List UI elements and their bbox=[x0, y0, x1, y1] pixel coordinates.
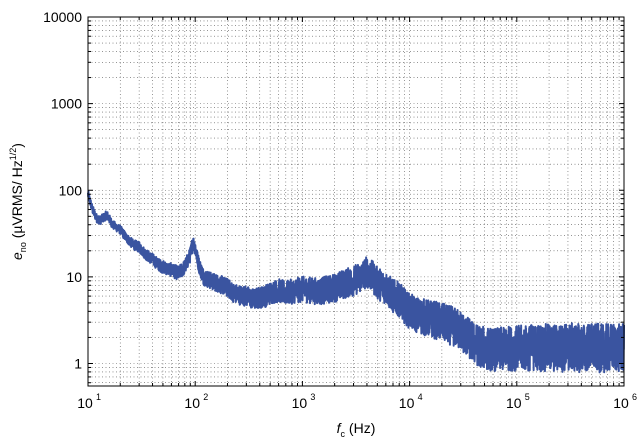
plot-area bbox=[88, 17, 624, 386]
y-axis-title: eno (µVRMS/ Hz1/2) bbox=[8, 143, 28, 260]
x-tick-exponent: 4 bbox=[418, 392, 423, 402]
x-axis-subscript: c bbox=[341, 429, 346, 439]
tick-marks bbox=[87, 17, 624, 386]
x-tick-exponent: 5 bbox=[525, 392, 530, 402]
x-tick-label: 10 bbox=[184, 395, 200, 411]
x-tick-exponent: 1 bbox=[96, 392, 101, 402]
x-tick-label: 10 bbox=[613, 395, 629, 411]
y-tick-label: 1 bbox=[74, 356, 82, 372]
plot-frame bbox=[87, 16, 625, 387]
x-tick-exponent: 3 bbox=[310, 392, 315, 402]
x-tick-exponent: 2 bbox=[203, 392, 208, 402]
y-axis-unit-suffix: ) bbox=[9, 143, 25, 148]
y-tick-label: 10000 bbox=[43, 9, 82, 25]
x-tick-label: 10 bbox=[292, 395, 308, 411]
y-axis-symbol: e bbox=[9, 252, 25, 260]
y-tick-label: 100 bbox=[59, 182, 83, 198]
data-layer bbox=[87, 190, 625, 374]
x-axis-symbol: f bbox=[337, 420, 343, 436]
x-axis-unit: (Hz) bbox=[345, 420, 375, 436]
x-tick-label: 10 bbox=[506, 395, 522, 411]
x-tick-exponent: 6 bbox=[632, 392, 637, 402]
x-tick-label: 10 bbox=[399, 395, 415, 411]
y-axis-subscript: no bbox=[18, 242, 28, 252]
x-axis-title: fc (Hz) bbox=[337, 420, 376, 439]
y-tick-label: 1000 bbox=[51, 96, 82, 112]
data-series-line bbox=[87, 190, 625, 374]
x-tick-label: 10 bbox=[77, 395, 93, 411]
y-axis-unit-prefix: (µVRMS/ Hz bbox=[9, 160, 25, 242]
y-axis-unit-exponent: 1/2 bbox=[8, 148, 18, 161]
y-tick-label: 10 bbox=[66, 269, 82, 285]
